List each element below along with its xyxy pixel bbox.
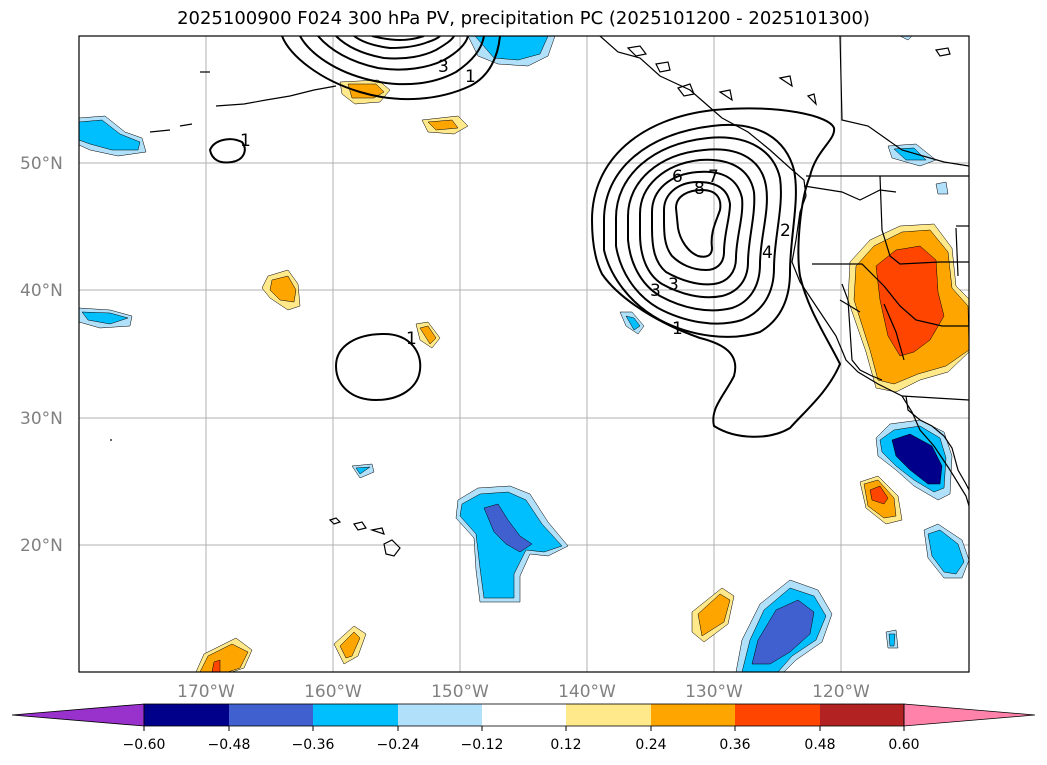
map-frame (78, 35, 970, 673)
colorbar-tick-label: 0.36 (719, 737, 750, 753)
contour-label: 1 (465, 67, 476, 87)
lon-label: 160°W (304, 682, 362, 702)
colorbar-segment (651, 704, 735, 726)
colorbar-segment (482, 704, 566, 726)
lon-label: 130°W (685, 682, 743, 702)
contour-label: 3 (650, 281, 661, 301)
colorbar-tick-label: 0.24 (635, 737, 666, 753)
longitude-labels: 170°W 160°W 150°W 140°W 130°W 120°W (177, 682, 870, 702)
coastlines (110, 36, 969, 557)
contour-label: 2 (780, 221, 791, 241)
contour-label: 3 (668, 275, 679, 295)
colorbar-segment (398, 704, 482, 726)
contour-labels: 3 1 1 7 6 8 4 2 3 3 1 1 (240, 57, 791, 349)
colorbar-segment (313, 704, 398, 726)
colorbar-tick-label: −0.60 (123, 737, 166, 753)
colorbar-segment (735, 704, 820, 726)
contour-label: 1 (672, 319, 683, 339)
colorbar-tick-label: −0.12 (461, 737, 504, 753)
lon-label: 150°W (431, 682, 489, 702)
lat-label: 30°N (20, 409, 63, 429)
contour-label: 1 (240, 131, 251, 151)
lat-label: 40°N (20, 281, 63, 301)
contour-label: 8 (694, 179, 705, 199)
colorbar-segment (566, 704, 651, 726)
colorbar-tick-label: 0.48 (804, 737, 835, 753)
contour-label: 6 (672, 167, 683, 187)
colorbar-tick-label: −0.36 (292, 737, 335, 753)
lon-label: 140°W (558, 682, 616, 702)
colorbar-extend-high (903, 703, 1036, 727)
colorbar-tick-label: −0.24 (377, 737, 420, 753)
graticule (79, 36, 969, 672)
colorbar-segment (144, 704, 229, 726)
colorbar-tick-label: 0.60 (888, 737, 919, 753)
contour-label: 1 (406, 329, 417, 349)
colorbar-tick-label: 0.12 (550, 737, 581, 753)
contour-label: 3 (438, 57, 449, 77)
colorbar-segment (820, 704, 904, 726)
latitude-labels: 50°N 40°N 30°N 20°N (20, 154, 63, 556)
map-title: 2025100900 F024 300 hPa PV, precipitatio… (177, 8, 870, 29)
contour-label: 7 (708, 167, 719, 187)
lat-label: 20°N (20, 536, 63, 556)
lat-label: 50°N (20, 154, 63, 174)
lon-label: 120°W (812, 682, 870, 702)
lon-label: 170°W (177, 682, 235, 702)
colorbar-segment (229, 704, 313, 726)
colorbar: −0.60 −0.48 −0.36 −0.24 −0.12 0.12 0.24 … (11, 703, 1036, 753)
precip-shading (79, 36, 969, 672)
colorbar-tick-label: −0.48 (208, 737, 251, 753)
colorbar-extend-low (11, 703, 145, 727)
pv-contours (208, 36, 842, 438)
contour-label: 4 (762, 243, 773, 263)
